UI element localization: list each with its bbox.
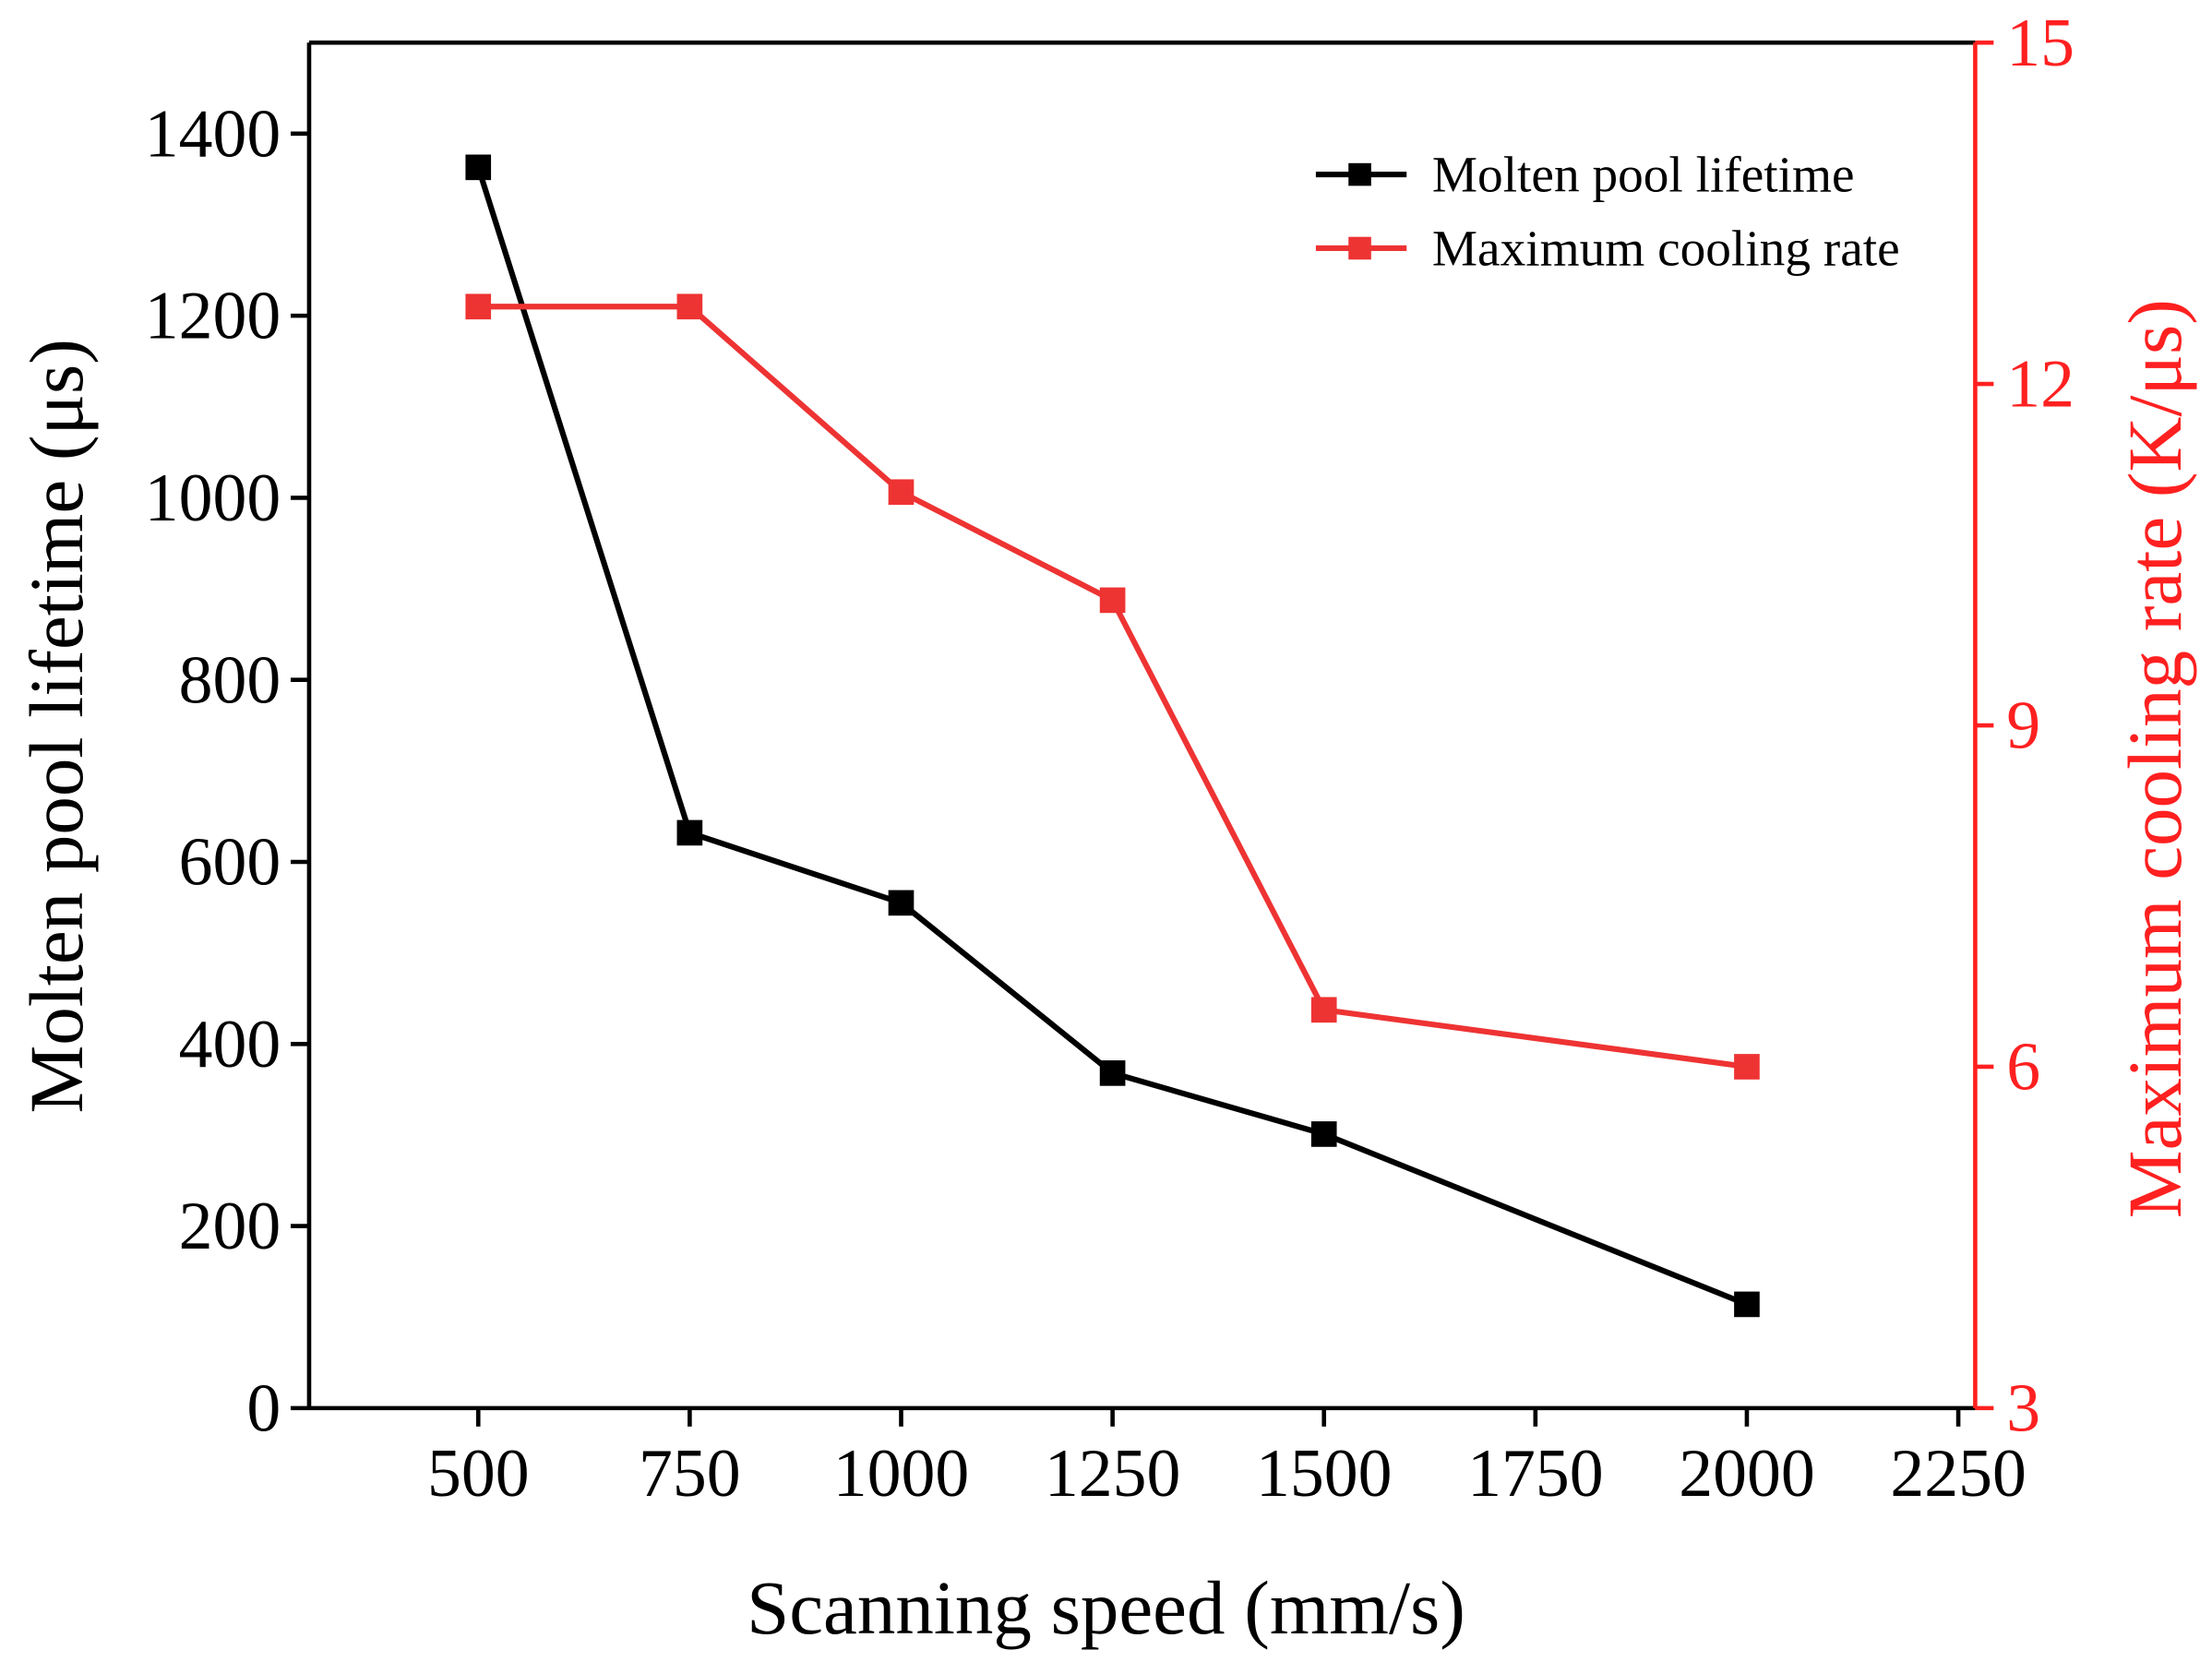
x-tick-label: 1500 [1256, 1435, 1393, 1511]
series-maximum-cooling-rate [465, 293, 1760, 1080]
axes: 500 750 1000 1250 1500 1750 2000 2250 0 200 400 600… [145, 5, 2074, 1511]
data-point [465, 154, 492, 181]
x-axis-title: Scanning speed (mm/s) [747, 1565, 1465, 1650]
y-right-tick-label: 9 [2006, 688, 2040, 763]
data-point [1310, 1121, 1337, 1147]
y-right-tick-label: 12 [2006, 346, 2074, 422]
x-tick-label: 1000 [833, 1435, 970, 1511]
series-line [475, 166, 1749, 1308]
data-point [1734, 1291, 1760, 1318]
y-tick-label: 0 [246, 1369, 281, 1445]
x-tick-label: 1250 [1045, 1435, 1181, 1511]
data-point [1310, 997, 1337, 1023]
data-point [888, 890, 915, 916]
plot-marks [465, 154, 1760, 1318]
y-tick-label: 800 [179, 641, 281, 717]
legend-label: Molten pool lifetime [1432, 147, 1855, 203]
legend: Molten pool lifetime Maximum cooling rate [1315, 147, 1900, 276]
y-axis-right-title: Maximum cooling rate (K/μs) [2112, 299, 2197, 1218]
series-line [478, 304, 1748, 1070]
y-tick-label: 400 [179, 1006, 281, 1082]
data-point [676, 819, 703, 846]
series-molten-pool-lifetime [465, 154, 1760, 1318]
x-tick-label: 750 [639, 1435, 741, 1511]
legend-marker [1348, 236, 1371, 260]
data-point [465, 293, 492, 320]
x-tick-label: 1750 [1467, 1435, 1604, 1511]
x-tick-label: 2000 [1679, 1435, 1815, 1511]
y-tick-label: 1200 [145, 278, 281, 353]
y-tick-label: 600 [179, 824, 281, 900]
y-right-tick-label: 15 [2006, 5, 2074, 80]
data-point [676, 293, 703, 320]
y-right-tick-label: 6 [2006, 1029, 2040, 1105]
y-axis-title: Molten pool lifetime (μs) [14, 339, 99, 1113]
data-point [1099, 587, 1126, 614]
data-point [888, 479, 915, 506]
x-tick-label: 2250 [1890, 1435, 2027, 1511]
legend-label: Maximum cooling rate [1432, 220, 1900, 276]
y-tick-label: 1000 [145, 460, 281, 535]
y-tick-label: 1400 [145, 95, 281, 171]
y-right-tick-label: 3 [2006, 1369, 2040, 1445]
x-tick-label: 500 [427, 1435, 530, 1511]
data-point [1734, 1054, 1760, 1080]
data-point [1099, 1060, 1126, 1086]
y-tick-label: 200 [179, 1188, 281, 1263]
legend-marker [1348, 162, 1371, 186]
